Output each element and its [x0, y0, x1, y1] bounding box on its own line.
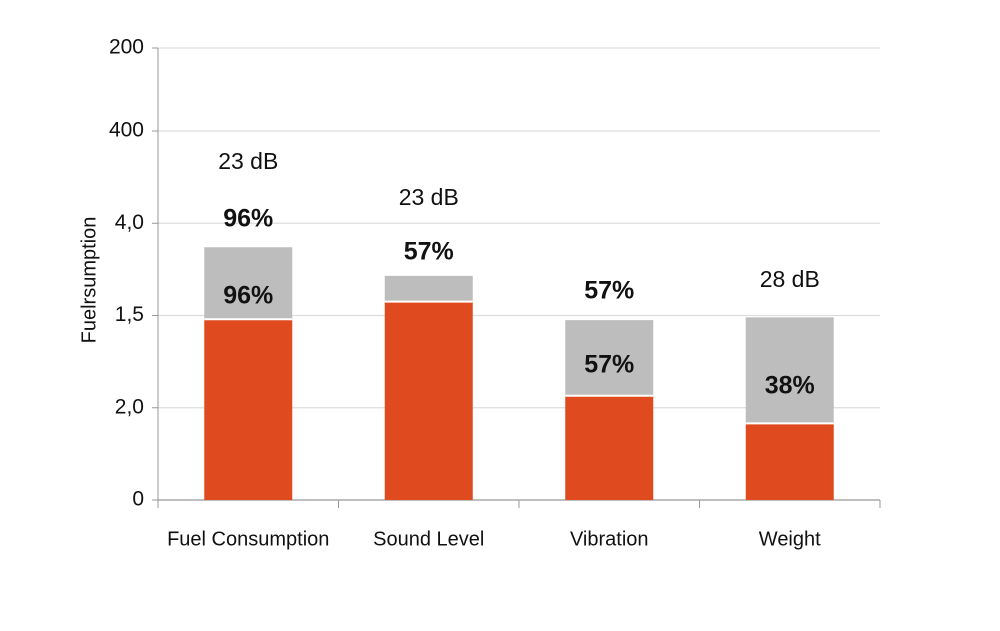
bar-segment: [204, 247, 293, 320]
annotation: 23 dB: [399, 184, 459, 210]
y-tick-label: 0: [132, 488, 144, 511]
y-tick-label: 1,5: [115, 303, 144, 326]
y-axis-label: Fuelrsumption: [78, 217, 100, 344]
x-tick-label: Vibration: [570, 528, 649, 550]
y-tick-label: 4,0: [115, 211, 144, 234]
annotation: 57%: [404, 238, 454, 266]
bar-segment: [204, 319, 293, 500]
annotation: 96%: [223, 282, 273, 310]
annotation: 38%: [765, 372, 815, 400]
x-tick-label: Weight: [759, 528, 821, 550]
bar-segment: [565, 320, 654, 396]
annotation: 23 dB: [218, 148, 278, 174]
x-tick-label: Sound Level: [373, 528, 484, 550]
bar-segment: [384, 301, 473, 500]
bar-segment: [745, 317, 834, 424]
bar-segment: [384, 275, 473, 302]
y-tick-label: 400: [109, 119, 144, 142]
annotation: 96%: [223, 205, 273, 233]
annotation: 57%: [584, 351, 634, 379]
bar-segment: [745, 423, 834, 500]
x-tick-label: Fuel Consumption: [167, 528, 329, 550]
y-tick-label: 200: [109, 36, 144, 59]
annotation: 57%: [584, 277, 634, 305]
annotation: 28 dB: [760, 266, 820, 292]
y-tick-label: 2,0: [115, 395, 144, 418]
bar-segment: [565, 395, 654, 500]
